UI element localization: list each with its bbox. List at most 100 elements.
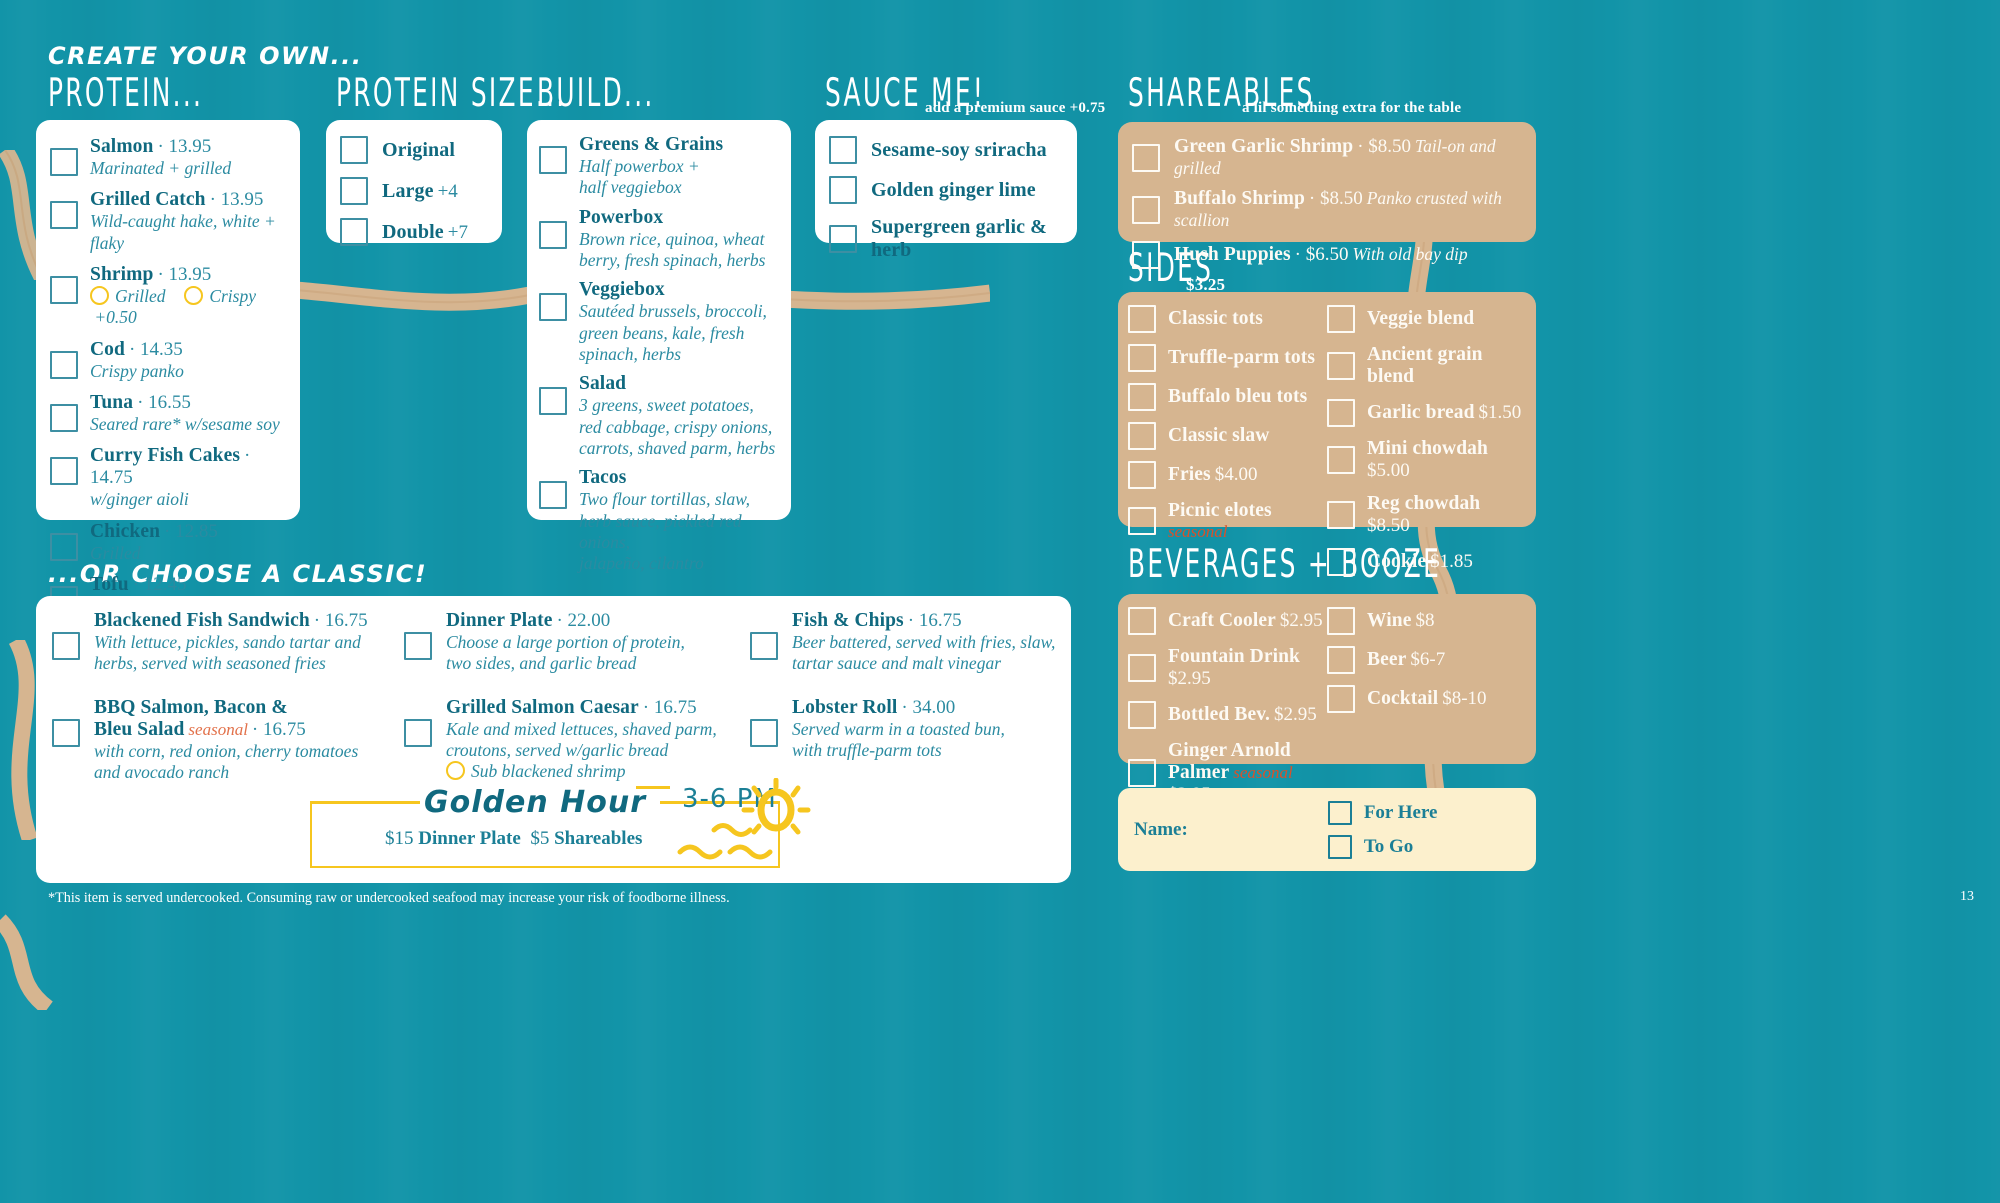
checkbox-protein-0[interactable] [50, 148, 78, 176]
classics-column-2: Dinner Plate · 22.00 Choose a large porti… [404, 610, 744, 805]
protein-name: Cod [90, 338, 125, 360]
checkbox-build-0[interactable] [539, 146, 567, 174]
checkbox-side-0[interactable] [1128, 305, 1156, 333]
checkbox-side-4[interactable] [1327, 501, 1355, 529]
checkbox-protein-4[interactable] [50, 404, 78, 433]
checkbox-side-2[interactable] [1327, 399, 1355, 427]
checkbox-to-go[interactable] [1327, 834, 1352, 859]
protein-size-list: Original Large +4 Double +7 [340, 136, 488, 246]
golden-hour-left-rule [310, 801, 420, 804]
classic-price: · 16.75 [251, 718, 306, 740]
radio-crispy[interactable] [184, 286, 204, 306]
build-item: Powerbox Brown rice, quinoa, wheat berry,… [539, 207, 779, 272]
checkbox-side-4[interactable] [1128, 461, 1156, 489]
protein-price: · 14.35 [128, 338, 183, 360]
checkbox-side-5[interactable] [1128, 507, 1156, 535]
sides-card: Classic tots Truffle-parm tots Buffalo ble… [1118, 292, 1536, 576]
shareable-desc: Tail-on and grilled [1174, 136, 1496, 178]
sauce-list: Sesame-soy sriracha Golden ginger lime S… [829, 136, 1063, 262]
checkbox-beverage-0[interactable] [1327, 607, 1355, 635]
golden-hour-deals: $15 Dinner Plate $5 Shareables [385, 828, 642, 850]
deal-1-name: Dinner Plate [418, 828, 521, 849]
classics-column-1: Blackened Fish Sandwich · 16.75 With lett… [52, 610, 392, 805]
side-item: Reg chowdah $8.50 [1327, 493, 1526, 537]
checkbox-build-4[interactable] [539, 481, 567, 510]
checkbox-beverage-3[interactable] [1128, 759, 1156, 787]
side-item: Ancient grain blend [1327, 344, 1526, 388]
side-price: $4.00 [1214, 464, 1258, 485]
side-name: Reg chowdah [1367, 493, 1481, 514]
beverage-name: Bottled Bev. [1168, 704, 1270, 725]
checkbox-classic-col1-0[interactable] [52, 632, 80, 660]
column-heading-build: BUILD... [537, 71, 655, 116]
protein-name: Chicken [90, 520, 161, 542]
checkbox-classic-col3-0[interactable] [750, 632, 778, 660]
checkbox-beverage-2[interactable] [1327, 685, 1355, 713]
checkbox-side-1[interactable] [1327, 352, 1355, 380]
checkbox-side-0[interactable] [1327, 305, 1355, 333]
checkbox-build-3[interactable] [539, 387, 567, 416]
checkbox-protein-5[interactable] [50, 457, 78, 486]
side-item: Classic tots [1128, 305, 1327, 333]
beverages-right-column: Wine $8 Beer $6-7 Cocktail $8-10 [1327, 607, 1526, 817]
classics-column-3: Fish & Chips · 16.75 Beer battered, serve… [750, 610, 1070, 783]
checkbox-protein-2[interactable] [50, 276, 78, 305]
checkbox-side-1[interactable] [1128, 344, 1156, 372]
side-price: $8.50 [1367, 515, 1410, 536]
sides-left-column: Classic tots Truffle-parm tots Buffalo ble… [1128, 305, 1327, 587]
radio-sub-blackened-shrimp[interactable] [446, 761, 465, 781]
protein-price: · 14.75 [90, 445, 251, 489]
checkbox-side-3[interactable] [1128, 422, 1156, 450]
checkbox-beverage-1[interactable] [1327, 646, 1355, 674]
size-name: Double [382, 220, 444, 243]
sauce-name: Supergreen garlic & herb [871, 216, 1047, 261]
side-name: Garlic bread [1367, 402, 1475, 423]
beverage-price: $8-10 [1442, 688, 1487, 709]
sides-price: $3.25 [1186, 275, 1226, 294]
checkbox-beverage-0[interactable] [1128, 607, 1156, 635]
beverage-price: $2.95 [1168, 668, 1211, 689]
sauce-me-note: add a premium sauce +0.75 [925, 100, 1106, 116]
beverage-price: $6-7 [1410, 649, 1446, 670]
checkbox-shareable-2[interactable] [1132, 240, 1160, 269]
checkbox-classic-col3-1[interactable] [750, 718, 778, 747]
checkbox-size-0[interactable] [340, 136, 368, 164]
build-item: Salad 3 greens, sweet potatoes, red cabba… [539, 373, 779, 459]
checkbox-build-1[interactable] [539, 220, 567, 249]
checkbox-classic-col1-1[interactable] [52, 718, 80, 747]
side-name: Picnic elotes [1168, 500, 1272, 521]
checkbox-for-here[interactable] [1327, 800, 1352, 825]
checkbox-protein-6[interactable] [50, 532, 78, 561]
checkbox-build-2[interactable] [539, 293, 567, 322]
build-item: Veggiebox Sautéed brussels, broccoli, gre… [539, 279, 779, 365]
protein-item: Cod · 14.35 Crispy panko [50, 339, 286, 382]
beverage-item: Craft Cooler $2.95 [1128, 607, 1327, 635]
checkbox-protein-1[interactable] [50, 201, 78, 230]
build-desc: Brown rice, quinoa, wheat berry, fresh sp… [579, 228, 766, 271]
sauce-name: Sesame-soy sriracha [871, 138, 1047, 161]
checkbox-size-1[interactable] [340, 177, 368, 205]
checkbox-classic-col2-1[interactable] [404, 718, 432, 747]
shareable-name: Green Garlic Shrimp [1174, 136, 1354, 157]
checkbox-sauce-1[interactable] [829, 176, 857, 204]
radio-grilled[interactable] [90, 286, 109, 306]
classic-desc: Choose a large portion of protein, two si… [446, 632, 685, 674]
checkbox-beverage-1[interactable] [1128, 654, 1156, 682]
protein-name: Tuna [90, 392, 134, 414]
checkbox-shareable-0[interactable] [1132, 143, 1160, 172]
checkbox-beverage-2[interactable] [1128, 701, 1156, 729]
classic-desc: Beer battered, served with fries, slaw, t… [792, 632, 1056, 674]
build-name: Greens & Grains [579, 134, 724, 155]
checkbox-sauce-0[interactable] [829, 136, 857, 164]
checkbox-classic-col2-0[interactable] [404, 632, 432, 660]
checkbox-side-3[interactable] [1327, 446, 1355, 474]
page-number: 13 [1960, 889, 1974, 904]
checkbox-size-2[interactable] [340, 218, 368, 246]
protein-price: · 16.55 [137, 392, 191, 414]
build-name: Tacos [579, 467, 627, 489]
checkbox-side-2[interactable] [1128, 383, 1156, 411]
checkbox-sauce-2[interactable] [829, 225, 857, 253]
checkbox-protein-3[interactable] [50, 350, 78, 379]
checkbox-shareable-1[interactable] [1132, 196, 1160, 225]
checkbox-side-5[interactable] [1327, 548, 1355, 576]
